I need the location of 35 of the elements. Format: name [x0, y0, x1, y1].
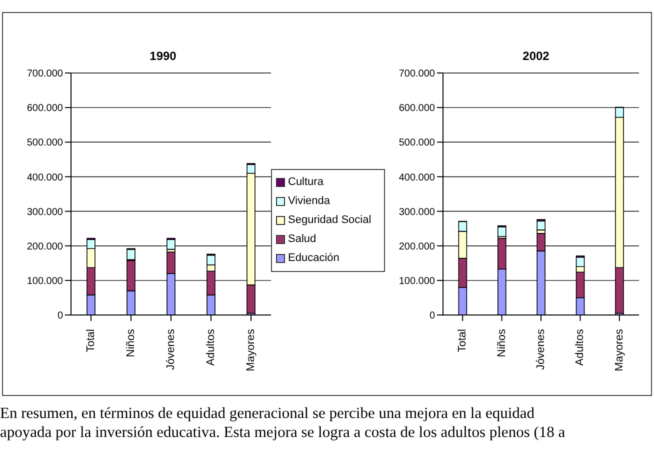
y-tick-label: 500.000: [26, 138, 64, 149]
chart-title: 1990: [148, 49, 178, 65]
x-tick-label: Niños: [496, 328, 508, 358]
legend-label: Cultura: [288, 176, 324, 188]
y-tick-label: 0: [429, 310, 436, 322]
y-tick-label: 100.000: [26, 276, 64, 287]
legend-label: Seguridad Social: [288, 214, 372, 226]
text: En resumen, en términos de equidad generacional se percibe una mejora en la equidad: [0, 404, 536, 423]
x-tick-label: Jóvenes: [535, 328, 547, 370]
y-tick-label: 400.000: [398, 172, 436, 184]
y-tick-label: 400.000: [26, 172, 64, 184]
y-tick-label: 200.000: [26, 241, 64, 252]
x-tick-label: Total: [85, 329, 97, 352]
x-tick-label: Mayores: [613, 328, 626, 372]
y-tick-label: 700.000: [26, 68, 64, 80]
y-tick-label: 100.000: [398, 276, 436, 287]
x-tick-label: Mayores: [245, 328, 257, 372]
text: apoyada por la inversión educativa. Esta mejora se logra a costa de los adultos plenos (18 a: [0, 423, 566, 442]
y-tick-label: 500.000: [398, 138, 436, 149]
chart-title: 2002: [522, 49, 550, 65]
x-tick-label: Adultos: [574, 328, 586, 366]
legend-label: Salud: [288, 233, 316, 245]
y-tick-label: 200.000: [398, 241, 436, 252]
x-tick-label: Jóvenes: [165, 328, 177, 370]
legend-label: Vivienda: [288, 195, 330, 207]
y-tick-label: 0: [57, 310, 64, 322]
legend-label: Educación: [288, 252, 340, 264]
x-tick-label: Total: [456, 329, 469, 352]
y-tick-label: 700.000: [398, 68, 436, 80]
x-tick-label: Adultos: [205, 328, 217, 366]
y-tick-label: 600.000: [398, 103, 436, 114]
y-tick-label: 600.000: [26, 103, 64, 114]
y-tick-label: 300.000: [398, 206, 436, 218]
y-tick-label: 300.000: [26, 206, 64, 218]
x-tick-label: Niños: [125, 328, 137, 358]
